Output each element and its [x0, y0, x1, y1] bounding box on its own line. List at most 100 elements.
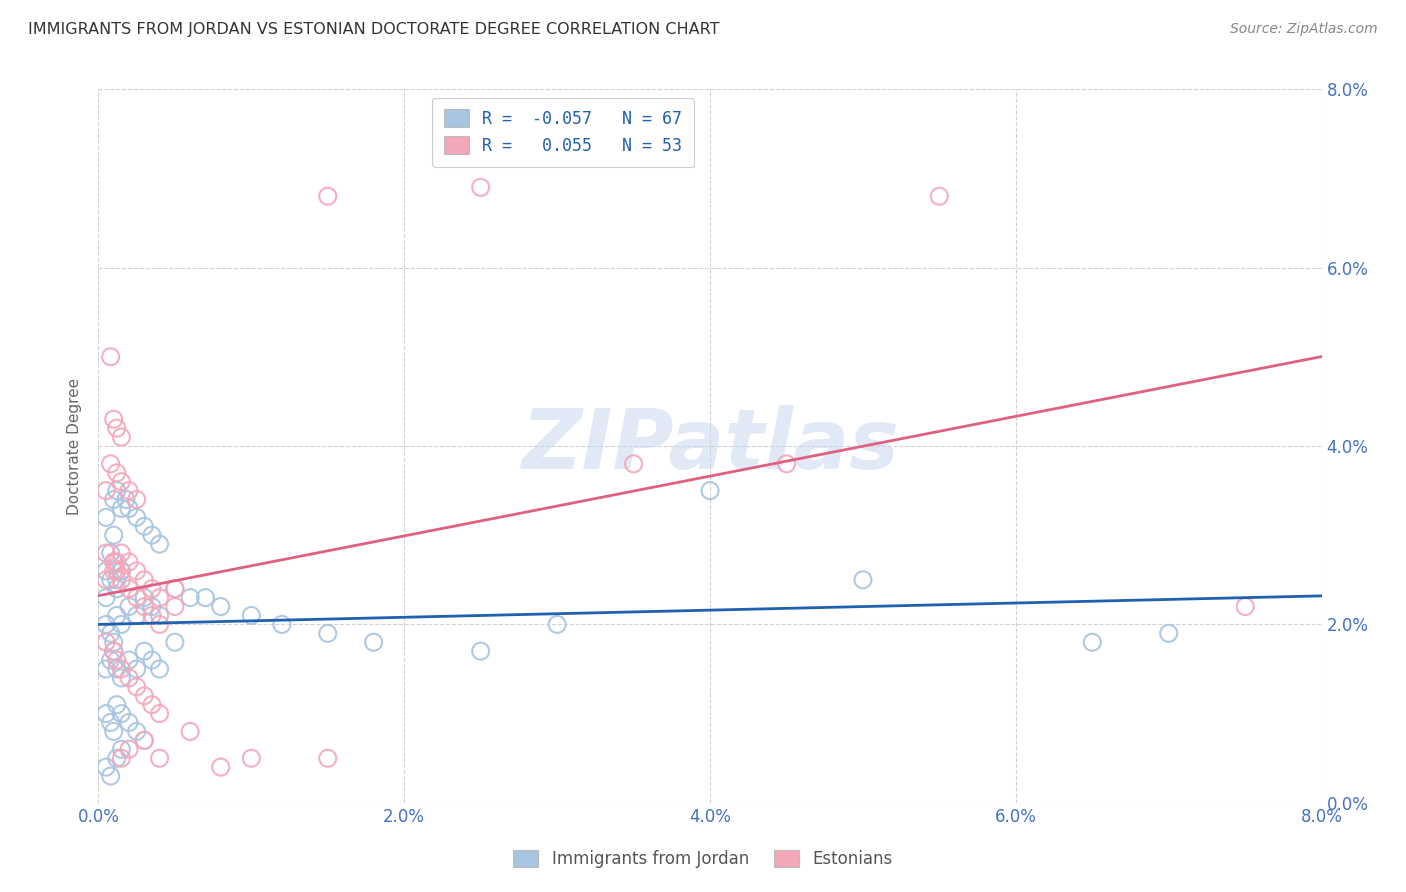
Point [1081, 635, 1104, 649]
Point [105, 466, 128, 480]
Point [103, 412, 125, 426]
Point [110, 564, 132, 578]
Point [775, 457, 797, 471]
Point [118, 715, 141, 730]
Point [105, 698, 128, 712]
Point [179, 591, 201, 605]
Point [125, 680, 148, 694]
Point [100, 457, 122, 471]
Point [103, 564, 125, 578]
Point [125, 564, 148, 578]
Point [110, 573, 132, 587]
Point [105, 608, 128, 623]
Point [163, 635, 186, 649]
Point [110, 430, 132, 444]
Point [149, 751, 172, 765]
Point [141, 599, 163, 614]
Point [141, 582, 163, 596]
Legend: Immigrants from Jordan, Estonians: Immigrants from Jordan, Estonians [506, 843, 900, 875]
Point [240, 751, 263, 765]
Point [125, 608, 148, 623]
Point [134, 599, 156, 614]
Point [100, 653, 122, 667]
Point [125, 662, 148, 676]
Point [105, 573, 128, 587]
Point [470, 180, 492, 194]
Point [1157, 626, 1180, 640]
Point [149, 537, 172, 551]
Point [209, 760, 232, 774]
Point [125, 724, 148, 739]
Text: ZIPatlas: ZIPatlas [522, 406, 898, 486]
Point [141, 608, 163, 623]
Point [141, 698, 163, 712]
Point [1234, 599, 1257, 614]
Point [110, 564, 132, 578]
Point [94, 564, 117, 578]
Point [240, 608, 263, 623]
Point [94, 573, 117, 587]
Point [149, 617, 172, 632]
Point [110, 475, 132, 489]
Point [141, 528, 163, 542]
Point [94, 483, 117, 498]
Point [118, 599, 141, 614]
Point [928, 189, 950, 203]
Point [110, 662, 132, 676]
Point [110, 546, 132, 560]
Text: IMMIGRANTS FROM JORDAN VS ESTONIAN DOCTORATE DEGREE CORRELATION CHART: IMMIGRANTS FROM JORDAN VS ESTONIAN DOCTO… [28, 22, 720, 37]
Point [163, 599, 186, 614]
Point [149, 706, 172, 721]
Point [209, 599, 232, 614]
Point [118, 483, 141, 498]
Point [94, 617, 117, 632]
Point [125, 492, 148, 507]
Point [163, 582, 186, 596]
Point [103, 644, 125, 658]
Point [105, 564, 128, 578]
Point [118, 671, 141, 685]
Point [546, 617, 568, 632]
Point [149, 591, 172, 605]
Point [179, 724, 201, 739]
Point [105, 555, 128, 569]
Point [103, 724, 125, 739]
Point [118, 653, 141, 667]
Point [118, 501, 141, 516]
Point [118, 582, 141, 596]
Point [110, 501, 132, 516]
Point [125, 510, 148, 524]
Point [623, 457, 645, 471]
Point [134, 733, 156, 747]
Point [100, 769, 122, 783]
Point [110, 742, 132, 756]
Point [110, 706, 132, 721]
Point [94, 510, 117, 524]
Point [115, 492, 138, 507]
Point [852, 573, 875, 587]
Point [105, 582, 128, 596]
Point [470, 644, 492, 658]
Point [94, 591, 117, 605]
Point [94, 760, 117, 774]
Text: Source: ZipAtlas.com: Source: ZipAtlas.com [1230, 22, 1378, 37]
Point [103, 528, 125, 542]
Point [103, 555, 125, 569]
Point [110, 617, 132, 632]
Point [110, 751, 132, 765]
Point [103, 644, 125, 658]
Point [270, 617, 294, 632]
Point [100, 573, 122, 587]
Point [118, 555, 141, 569]
Point [100, 546, 122, 560]
Point [134, 591, 156, 605]
Point [149, 662, 172, 676]
Point [125, 591, 148, 605]
Point [149, 608, 172, 623]
Point [316, 189, 339, 203]
Point [118, 742, 141, 756]
Point [699, 483, 721, 498]
Point [105, 653, 128, 667]
Point [94, 546, 117, 560]
Point [103, 555, 125, 569]
